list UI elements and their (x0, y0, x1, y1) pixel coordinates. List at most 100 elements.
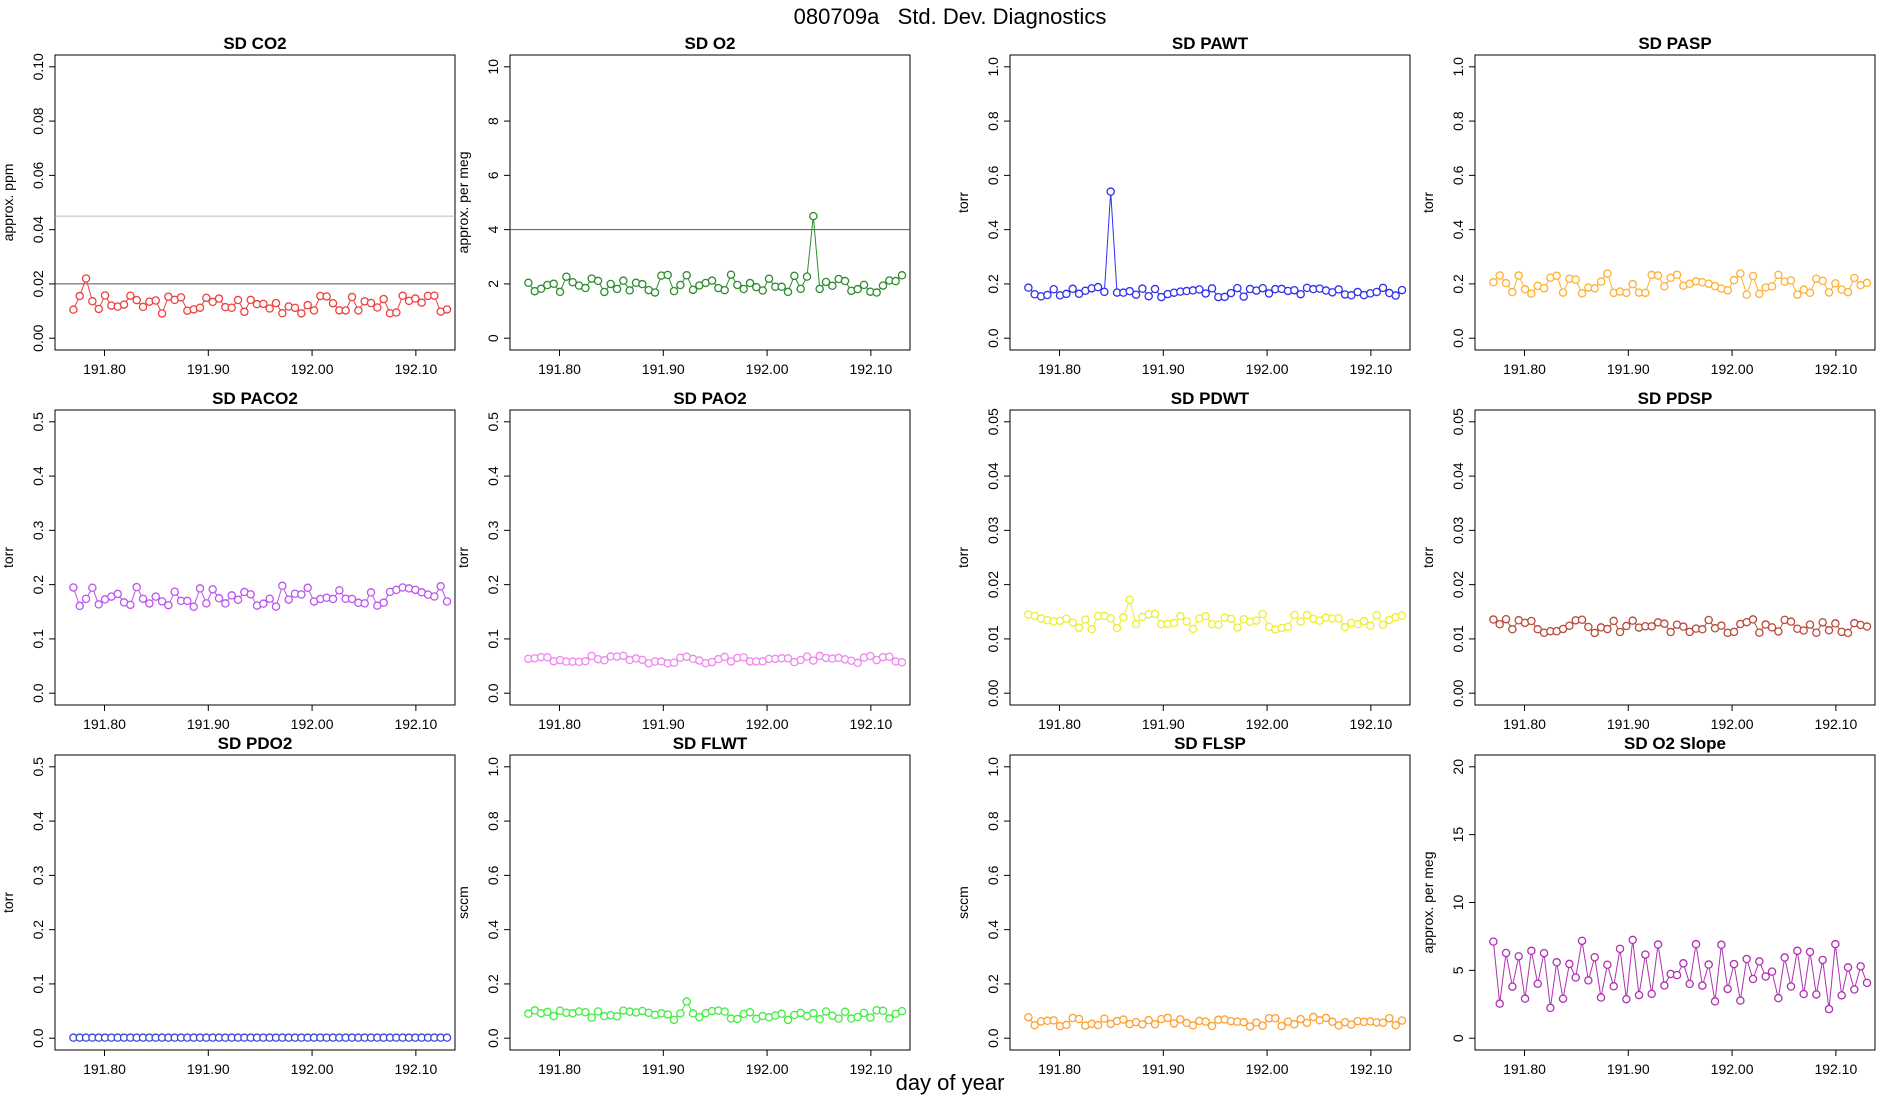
data-point (720, 652, 729, 662)
data-point (1679, 959, 1688, 968)
data-point (1603, 269, 1612, 278)
data-point (1501, 614, 1511, 624)
data-point (1385, 1013, 1394, 1023)
data-point (821, 277, 831, 287)
x-tick-label: 192.10 (394, 1061, 437, 1077)
data-point (1767, 282, 1777, 291)
data-point (625, 286, 634, 295)
data-point (1856, 962, 1865, 971)
data-point (1112, 623, 1122, 633)
data-point (1615, 627, 1625, 637)
chart-panel-flwt: SD FLWT sccm 0.0 0.2 0.4 0.6 0.8 1.0 191.80 191.9… (455, 734, 911, 1077)
data-point (1805, 288, 1815, 298)
data-point (777, 1009, 786, 1019)
x-tick-label: 191.80 (1038, 716, 1081, 732)
data-point (866, 1013, 875, 1022)
data-point (1533, 979, 1542, 988)
data-point (878, 1006, 888, 1016)
y-tick-label: 0.2 (1450, 274, 1466, 294)
data-point (1049, 1016, 1058, 1025)
data-point (587, 1013, 596, 1022)
data-point (1131, 619, 1141, 629)
data-point (783, 287, 793, 297)
chart-panel-paco2: SD PACO2 torr 0.0 0.1 0.2 0.3 0.4 0.5 191.80 191.… (0, 389, 456, 732)
data-point (1786, 617, 1796, 626)
x-tick-label: 191.80 (1038, 361, 1081, 377)
data-point (581, 656, 590, 666)
data-point (195, 303, 205, 312)
panel-title: SD PDO2 (218, 734, 293, 753)
data-point (442, 597, 452, 606)
data-point (1176, 611, 1185, 621)
data-point (1622, 621, 1631, 631)
data-point (1201, 289, 1210, 298)
y-axis-label: torr (0, 892, 16, 913)
data-point (1100, 287, 1109, 297)
data-point (1043, 290, 1052, 300)
data-point (1378, 283, 1388, 293)
data-point (853, 658, 862, 668)
x-tick-label: 192.00 (291, 361, 334, 377)
x-tick-label: 192.00 (1246, 1061, 1289, 1077)
data-point (1799, 989, 1808, 999)
data-point (126, 600, 135, 610)
data-point (1660, 281, 1669, 291)
data-point (94, 600, 103, 609)
data-point (1277, 1021, 1286, 1031)
data-point (442, 1033, 452, 1042)
data-point (802, 652, 812, 661)
data-point (1546, 1003, 1555, 1013)
data-point (132, 295, 141, 305)
data-point (1271, 1013, 1280, 1023)
data-point (897, 658, 907, 667)
figure-title: 080709a Std. Dev. Diagnostics (793, 4, 1107, 29)
data-point (1106, 614, 1115, 623)
data-point (1334, 1021, 1343, 1030)
y-tick-label: 0.04 (30, 216, 46, 243)
data-point (202, 599, 211, 608)
data-point (1584, 976, 1593, 985)
data-point (290, 303, 300, 313)
x-tick-label: 191.80 (1038, 1061, 1081, 1077)
data-point (1596, 277, 1606, 286)
data-point (1258, 1021, 1267, 1030)
chart-panel-o2slope: SD O2 Slope approx. per meg 0 5 10 15 20 191.80… (1420, 734, 1876, 1077)
data-point (1302, 1018, 1312, 1028)
data-point (815, 284, 824, 294)
data-point (1558, 994, 1568, 1003)
data-point (745, 278, 755, 288)
x-tick-label: 191.90 (642, 361, 685, 377)
x-tick-label: 191.80 (1503, 1061, 1546, 1077)
y-tick-label: 0.03 (985, 517, 1001, 544)
data-point (549, 279, 558, 289)
data-point (81, 274, 91, 283)
x-tick-label: 192.10 (1814, 716, 1857, 732)
data-point (1150, 1020, 1160, 1029)
y-tick-label: 0 (1450, 1034, 1466, 1042)
data-point (1862, 978, 1872, 988)
data-point (1527, 616, 1536, 626)
y-tick-label: 0.8 (1450, 111, 1466, 131)
data-point (1207, 1021, 1217, 1031)
x-tick-label: 191.90 (642, 716, 685, 732)
panel-title: SD CO2 (223, 34, 286, 53)
data-point (669, 1015, 679, 1025)
data-point (1290, 610, 1299, 620)
data-point (1495, 999, 1504, 1008)
data-point (1748, 271, 1758, 281)
data-point (739, 653, 748, 662)
data-point (796, 655, 805, 665)
data-point (745, 1007, 755, 1017)
data-point (1239, 292, 1248, 301)
data-point (878, 281, 888, 290)
data-point (524, 1009, 533, 1019)
y-tick-label: 10 (1450, 895, 1466, 911)
data-point (821, 1007, 831, 1016)
data-point (1742, 954, 1751, 964)
data-point (834, 1014, 843, 1023)
data-point (593, 276, 603, 286)
data-point (1755, 957, 1764, 966)
data-point (777, 282, 786, 292)
data-point (606, 279, 615, 289)
x-tick-label: 191.90 (1607, 361, 1650, 377)
